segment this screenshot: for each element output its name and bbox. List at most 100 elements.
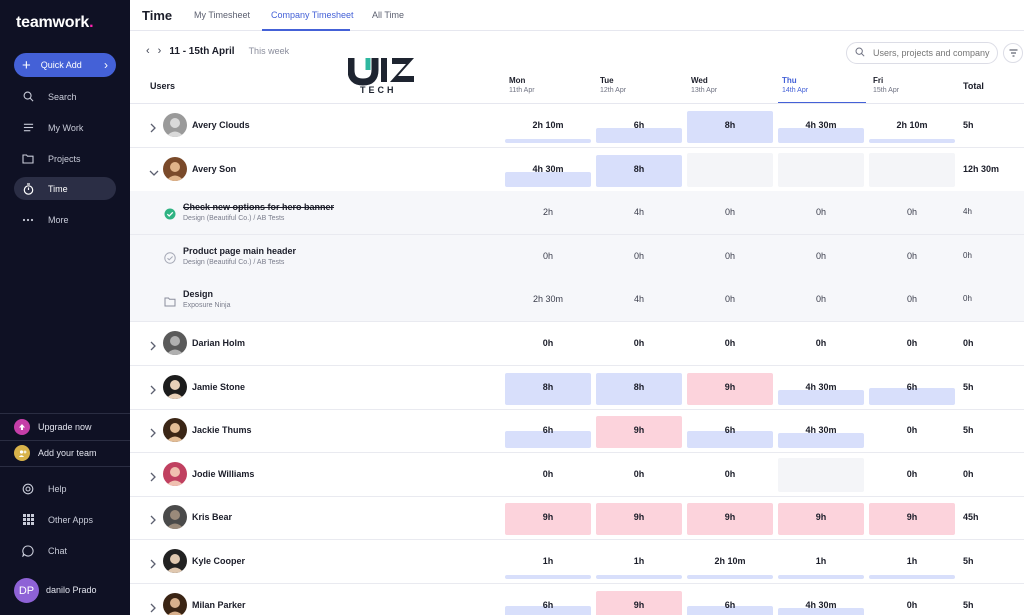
add-team-button[interactable]: Add your team (14, 443, 126, 463)
user-name[interactable]: Avery Son (192, 163, 237, 174)
time-cell[interactable]: 9h (869, 496, 955, 540)
user-row[interactable]: Avery Clouds 2h 10m 6h 8h 4h 30m 2h 10m 5h (130, 104, 1024, 148)
time-cell[interactable]: 8h (596, 366, 682, 410)
time-cell[interactable]: 4h (596, 278, 682, 322)
time-cell[interactable]: 1h (869, 540, 955, 584)
user-row[interactable]: Milan Parker 6h 9h 6h 4h 30m 0h 5h (130, 584, 1024, 615)
search-field[interactable] (846, 42, 998, 64)
time-cell[interactable]: 9h (687, 496, 773, 540)
time-cell[interactable]: 0h (596, 453, 682, 497)
teamwork-logo[interactable]: teamwork. (16, 14, 94, 31)
task-row[interactable]: Check new options for hero banner Design … (130, 191, 1024, 236)
upgrade-now-button[interactable]: Upgrade now (14, 417, 126, 437)
time-cell[interactable]: 1h (505, 540, 591, 584)
time-cell[interactable]: 6h (869, 366, 955, 410)
time-cell[interactable]: 6h (505, 409, 591, 453)
user-name[interactable]: Avery Clouds (192, 120, 250, 130)
sidebar-item-time[interactable]: Time (14, 177, 116, 200)
time-cell[interactable]: 2h 30m (505, 278, 591, 322)
time-cell[interactable]: 0h (687, 191, 773, 235)
time-cell[interactable]: 0h (869, 191, 955, 235)
time-cell[interactable]: 4h 30m (778, 366, 864, 410)
task-title[interactable]: Product page main header (183, 245, 297, 256)
time-cell[interactable]: 0h (869, 322, 955, 366)
time-cell[interactable]: 4h 30m (778, 104, 864, 148)
time-cell[interactable]: 6h (596, 104, 682, 148)
time-cell[interactable]: 4h (596, 191, 682, 235)
chevron-right-icon[interactable] (149, 120, 159, 133)
chevron-right-icon[interactable] (149, 512, 159, 525)
time-cell[interactable]: 4h 30m (505, 148, 591, 192)
time-cell[interactable] (869, 148, 955, 192)
user-name[interactable]: Kris Bear (192, 512, 233, 523)
time-cell[interactable]: 9h (596, 496, 682, 540)
time-cell[interactable]: 9h (596, 584, 682, 615)
user-name[interactable]: Jodie Williams (192, 468, 255, 479)
search-input[interactable] (873, 48, 990, 58)
this-week-button[interactable]: This week (248, 46, 290, 56)
time-cell[interactable]: 0h (687, 322, 773, 366)
filter-button[interactable] (1003, 43, 1023, 63)
sidebar-item-search[interactable]: Search (14, 85, 116, 108)
chevron-right-icon[interactable] (149, 382, 159, 395)
sidebar-item-chat[interactable]: Chat (14, 539, 116, 562)
time-cell[interactable]: 9h (596, 409, 682, 453)
time-cell[interactable]: 6h (687, 409, 773, 453)
time-cell[interactable]: 0h (687, 453, 773, 497)
time-cell[interactable]: 0h (869, 235, 955, 279)
time-cell[interactable]: 2h 10m (687, 540, 773, 584)
time-cell[interactable]: 0h (778, 278, 864, 322)
time-cell[interactable]: 9h (778, 496, 864, 540)
user-row[interactable]: Darian Holm 0h 0h 0h 0h 0h 0h (130, 322, 1024, 366)
sidebar-item-other-apps[interactable]: Other Apps (14, 508, 116, 531)
sidebar-item-more[interactable]: More (14, 208, 116, 231)
chevron-down-icon[interactable] (149, 164, 159, 176)
task-row[interactable]: Design Exposure Ninja 2h 30m 4h 0h 0h 0h 0h (130, 278, 1024, 323)
time-cell[interactable]: 1h (596, 540, 682, 584)
chevron-right-icon[interactable] (149, 469, 159, 482)
user-name[interactable]: Jamie Stone (192, 381, 246, 392)
tab-all-time[interactable]: All Time (372, 10, 405, 20)
user-row[interactable]: Jamie Stone 8h 8h 9h 4h 30m 6h 5h (130, 366, 1024, 410)
user-row[interactable]: Kyle Cooper 1h 1h 2h 10m 1h 1h 5h (130, 540, 1024, 584)
time-cell[interactable] (778, 453, 864, 497)
user-row[interactable]: Kris Bear 9h 9h 9h 9h 9h 45h (130, 496, 1024, 541)
time-cell[interactable]: 0h (687, 278, 773, 322)
time-cell[interactable]: 9h (505, 496, 591, 540)
time-cell[interactable]: 2h 10m (869, 104, 955, 148)
time-cell[interactable]: 0h (869, 278, 955, 322)
time-cell[interactable]: 4h 30m (778, 584, 864, 615)
time-cell[interactable] (687, 148, 773, 192)
time-cell[interactable]: 0h (778, 235, 864, 279)
time-cell[interactable]: 6h (505, 584, 591, 615)
time-cell[interactable]: 0h (869, 409, 955, 453)
time-cell[interactable]: 4h 30m (778, 409, 864, 453)
user-name[interactable]: Kyle Cooper (192, 556, 246, 566)
chevron-right-icon[interactable] (149, 338, 159, 351)
time-cell[interactable] (778, 148, 864, 192)
task-title[interactable]: Design (183, 289, 214, 300)
user-avatar[interactable]: DP (14, 578, 39, 603)
user-row[interactable]: Jodie Williams 0h 0h 0h 0h 0h (130, 453, 1024, 497)
check-incomplete-icon[interactable] (164, 251, 176, 264)
tab-company-timesheet[interactable]: Company Timesheet (271, 10, 354, 20)
sidebar-item-help[interactable]: Help (14, 477, 116, 500)
time-cell[interactable]: 8h (687, 104, 773, 148)
chevron-right-icon[interactable] (149, 425, 159, 438)
time-cell[interactable]: 0h (778, 191, 864, 235)
time-cell[interactable]: 2h 10m (505, 104, 591, 148)
sidebar-item-projects[interactable]: Projects (14, 147, 116, 170)
time-cell[interactable]: 0h (596, 322, 682, 366)
time-cell[interactable]: 0h (505, 235, 591, 279)
tab-my-timesheet[interactable]: My Timesheet (194, 10, 251, 20)
time-cell[interactable]: 1h (778, 540, 864, 584)
time-cell[interactable]: 2h (505, 191, 591, 235)
check-complete-icon[interactable] (164, 207, 176, 220)
time-cell[interactable]: 8h (505, 366, 591, 410)
chevron-right-icon[interactable]: › (157, 45, 162, 57)
time-cell[interactable]: 0h (869, 453, 955, 497)
time-cell[interactable]: 0h (596, 235, 682, 279)
time-cell[interactable]: 0h (505, 322, 591, 366)
user-row[interactable]: Avery Son 4h 30m 8h 12h 30m (130, 148, 1024, 192)
time-cell[interactable]: 6h (687, 584, 773, 615)
